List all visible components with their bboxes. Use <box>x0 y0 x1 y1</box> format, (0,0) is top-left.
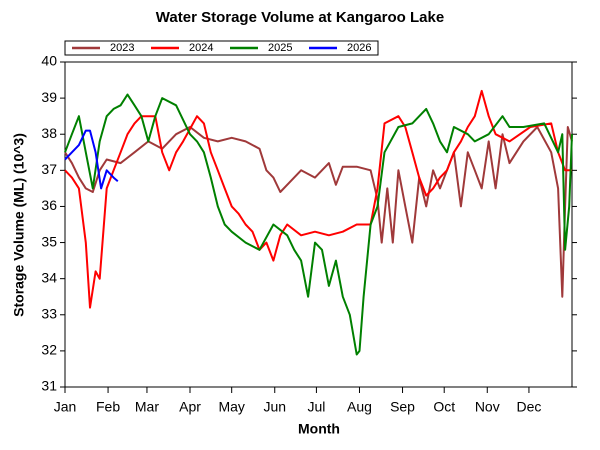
chart-title: Water Storage Volume at Kangaroo Lake <box>156 9 444 26</box>
x-tick-label: Mar <box>135 399 159 415</box>
y-tick-label: 33 <box>41 305 57 321</box>
plot-frame <box>64 61 573 388</box>
x-tick-label: Feb <box>96 399 120 415</box>
y-tick-label: 37 <box>41 161 57 177</box>
x-tick-label: Sep <box>390 399 415 415</box>
y-tick-label: 39 <box>41 89 57 105</box>
x-tick-label: Jun <box>263 399 286 415</box>
series-line <box>64 89 572 309</box>
y-tick-label: 34 <box>41 269 57 285</box>
x-tick-label: Dec <box>516 399 541 415</box>
legend-box <box>64 40 379 56</box>
x-tick-label: Jul <box>307 399 325 415</box>
x-tick-label: Apr <box>179 399 201 415</box>
x-tick-label: Nov <box>475 399 500 415</box>
legend-label: 2024 <box>189 42 213 54</box>
y-tick-label: 36 <box>41 197 57 213</box>
legend-label: 2025 <box>268 42 292 54</box>
series-line <box>64 129 119 190</box>
y-tick-label: 38 <box>41 125 57 141</box>
series-line <box>64 93 573 356</box>
y-tick-label: 35 <box>41 233 57 249</box>
y-tick-label: 40 <box>41 53 57 69</box>
legend-label: 2023 <box>110 42 134 54</box>
x-tick-label: Jan <box>54 399 77 415</box>
y-tick-label: 31 <box>41 378 57 394</box>
x-tick-label: Aug <box>347 399 372 415</box>
x-tick-label: Oct <box>433 399 455 415</box>
series-line <box>64 126 573 298</box>
x-axis-label: Month <box>298 421 340 437</box>
y-axis-label: Storage Volume (ML) (10^3) <box>11 133 27 317</box>
legend-label: 2026 <box>347 42 371 54</box>
x-tick-label: May <box>218 399 244 415</box>
y-tick-label: 32 <box>41 342 57 358</box>
